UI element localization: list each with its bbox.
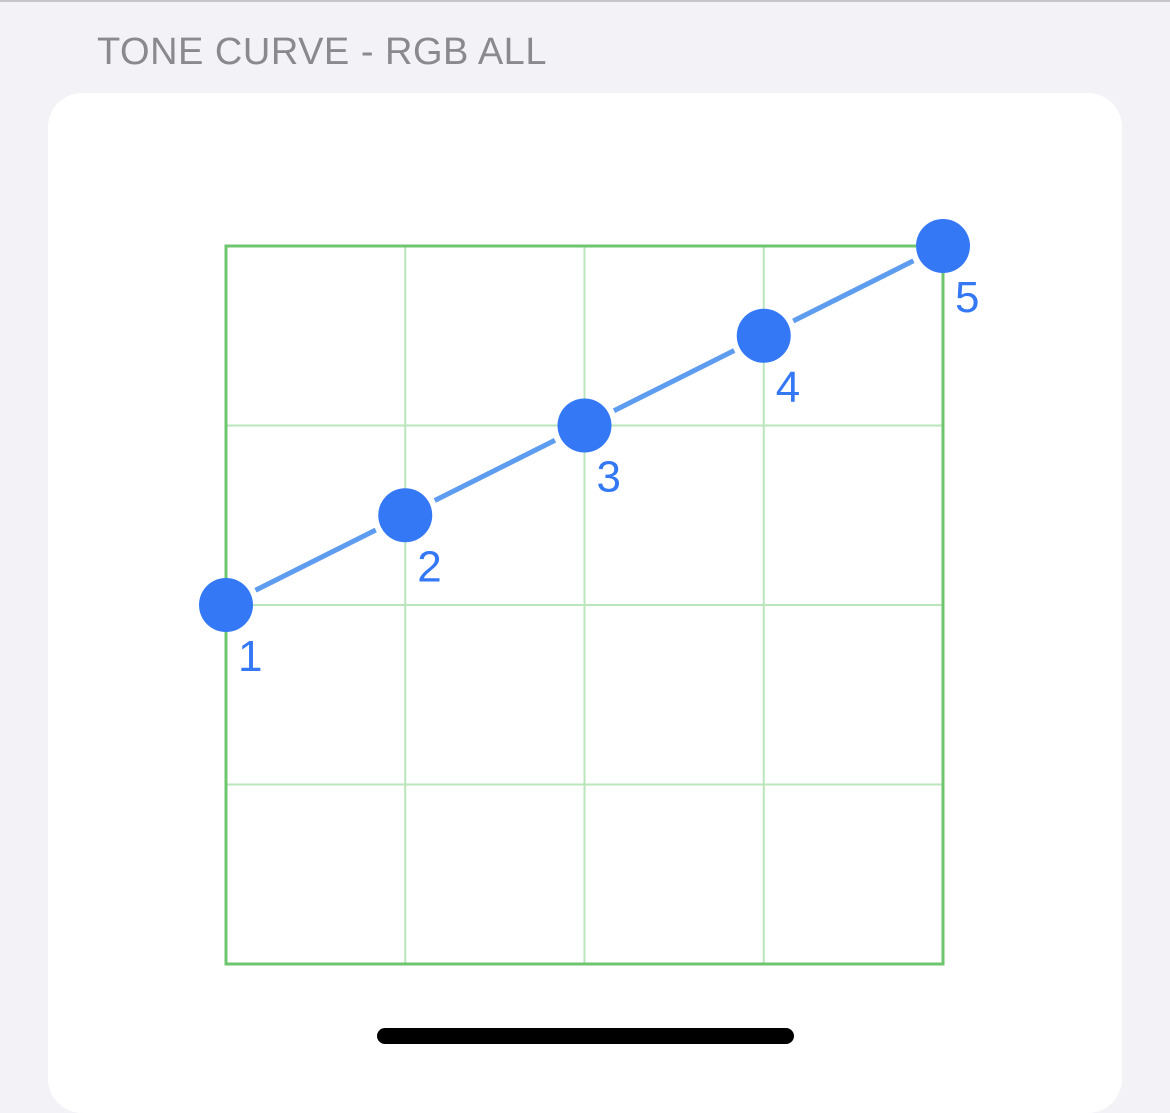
curve-grid: [226, 246, 943, 964]
control-point-3[interactable]: [557, 398, 612, 453]
control-point-2[interactable]: [378, 488, 433, 543]
control-points: [199, 219, 970, 632]
curve-segment: [612, 348, 736, 413]
curve-segment: [433, 438, 557, 503]
control-point-label-4: 4: [776, 363, 800, 412]
control-point-1[interactable]: [199, 578, 253, 632]
home-indicator: [377, 1028, 794, 1044]
control-point-label-2: 2: [417, 542, 441, 591]
control-point-4[interactable]: [736, 308, 791, 363]
control-point-label-3: 3: [597, 453, 621, 502]
control-point-5[interactable]: [916, 219, 970, 273]
top-divider: [0, 0, 1170, 2]
curve-line: [254, 258, 915, 593]
curve-segment: [792, 258, 915, 324]
control-point-label-5: 5: [955, 273, 979, 322]
control-point-label-1: 1: [238, 632, 262, 681]
curve-segment: [254, 527, 377, 593]
tone-curve-editor[interactable]: 1 2 3 4 5: [0, 0, 1170, 1068]
section-header: TONE CURVE - RGB ALL: [97, 31, 547, 73]
point-labels: 1 2 3 4 5: [238, 273, 979, 681]
